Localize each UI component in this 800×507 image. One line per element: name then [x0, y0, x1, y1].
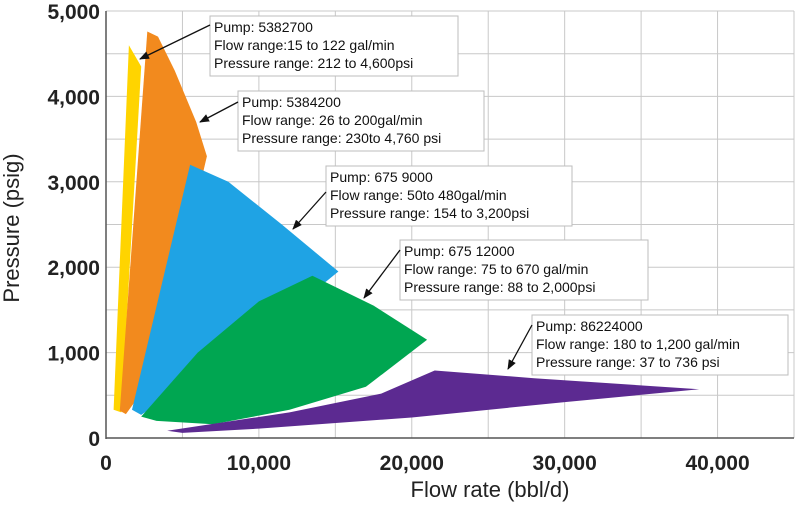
annotation-1: Pump: 5382700 Flow range:15 to 122 gal/mi… [139, 15, 459, 77]
pump-areas [113, 31, 700, 433]
y-tick-label: 2,000 [47, 257, 100, 280]
annotation-line: Pressure range: 212 to 4,600psi [214, 55, 413, 71]
annotation-line: Flow range: 180 to 1,200 gal/min [536, 336, 740, 352]
y-tick-label: 5,000 [47, 1, 100, 24]
axes: 0 1,000 2,000 3,000 4,000 5,000 0 10,000 20,000 3… [47, 1, 794, 475]
x-axis-label: Flow rate (bbl/d) [411, 477, 570, 502]
annotation-line: Flow range:15 to 122 gal/min [214, 37, 395, 53]
pump-area-1 [113, 45, 142, 413]
x-tick-label: 10,000 [227, 452, 291, 475]
pump-area-4 [141, 275, 428, 425]
annotation-line: Pressure range: 88 to 2,000psi [404, 279, 595, 295]
y-tick-label: 4,000 [47, 86, 100, 109]
annotation-line: Pump: 5384200 [242, 94, 341, 110]
annotation-box [399, 239, 649, 301]
annotation-3: Pump: 675 9000 Flow range: 50to 480gal/mi… [292, 165, 573, 230]
annotation-line: Flow range: 75 to 670 gal/min [404, 261, 588, 277]
annotation-line: Flow range: 26 to 200gal/min [242, 112, 423, 128]
annotation-arrow [507, 324, 533, 370]
annotation-line: Pressure range: 230to 4,760 psi [242, 130, 441, 146]
x-tick-label: 30,000 [533, 452, 597, 475]
annotation-arrow [292, 191, 327, 230]
annotation-line: Pump: 5382700 [214, 19, 313, 35]
annotation-box [237, 90, 485, 152]
annotation-box [209, 15, 459, 77]
x-tick-label: 0 [100, 452, 112, 475]
x-tick-label: 20,000 [380, 452, 444, 475]
annotation-arrow [363, 249, 401, 299]
annotations: Pump: 5382700 Flow range:15 to 122 gal/mi… [139, 15, 789, 376]
y-tick-label: 1,000 [47, 343, 100, 366]
annotation-line: Pump: 675 12000 [404, 243, 515, 259]
annotation-4: Pump: 675 12000 Flow range: 75 to 670 gal… [363, 239, 649, 301]
pump-area-5 [167, 370, 700, 433]
annotation-line: Pump: 675 9000 [330, 169, 433, 185]
annotation-line: Pressure range: 37 to 736 psi [536, 354, 720, 370]
y-tick-label: 3,000 [47, 172, 100, 195]
annotation-arrow [139, 24, 211, 60]
y-tick-label: 0 [88, 428, 100, 451]
annotation-line: Flow range: 50to 480gal/min [330, 187, 507, 203]
pump-area-3 [132, 164, 339, 415]
annotation-arrow [199, 101, 239, 123]
annotation-2: Pump: 5384200 Flow range: 26 to 200gal/mi… [199, 90, 485, 152]
x-tick-label: 40,000 [685, 452, 749, 475]
annotation-box [325, 165, 573, 227]
pump-area-2 [119, 31, 207, 415]
annotation-5: Pump: 86224000 Flow range: 180 to 1,200 g… [507, 314, 789, 376]
annotation-box [531, 314, 789, 376]
annotation-line: Pump: 86224000 [536, 318, 643, 334]
y-axis-label: Pressure (psig) [0, 153, 24, 302]
annotation-line: Pressure range: 154 to 3,200psi [330, 205, 529, 221]
